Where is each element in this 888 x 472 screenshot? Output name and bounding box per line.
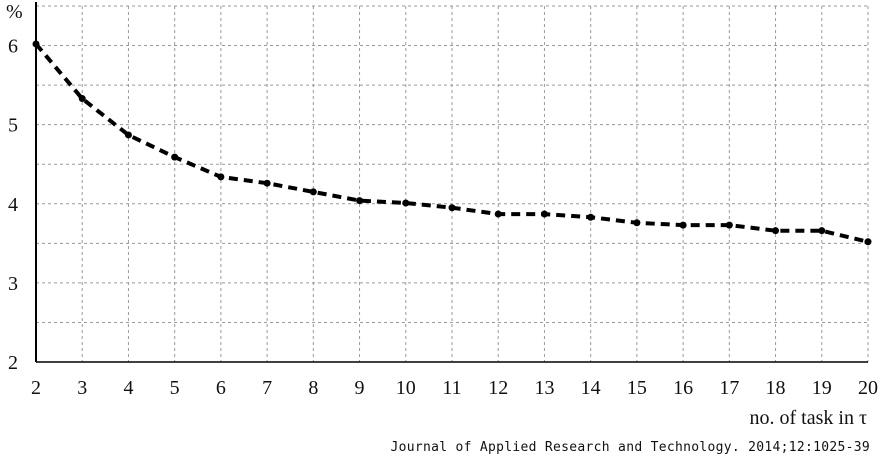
x-tick-label: 17 (719, 377, 739, 399)
x-tick-label: 10 (396, 377, 416, 399)
data-point (124, 131, 132, 139)
x-tick-label: 20 (858, 377, 878, 399)
data-point (402, 199, 410, 207)
axes (35, 2, 868, 363)
x-tick-label: 4 (123, 377, 133, 399)
data-point (263, 179, 271, 187)
x-tick-label: 11 (442, 377, 461, 399)
data-point (356, 197, 364, 205)
x-axis-label: no. of task in τ (750, 407, 867, 429)
x-tick-label: 8 (308, 377, 318, 399)
y-tick-label: 2 (8, 352, 18, 374)
x-tick-label: 18 (766, 377, 786, 399)
source-citation: Journal of Applied Research and Technolo… (390, 440, 870, 455)
data-point (540, 210, 548, 218)
data-point (309, 188, 317, 196)
y-axis-label: % (6, 1, 23, 23)
data-point (587, 213, 595, 221)
x-tick-label: 6 (216, 377, 226, 399)
data-point (171, 153, 179, 161)
data-point (772, 227, 780, 235)
data-point (633, 219, 641, 227)
data-points (32, 40, 872, 246)
x-tick-label: 16 (673, 377, 693, 399)
data-point (864, 238, 872, 246)
y-tick-label: 5 (8, 115, 18, 137)
y-tick-labels: 2 3 4 5 6 (8, 36, 18, 374)
x-tick-label: 5 (170, 377, 180, 399)
data-point (448, 204, 456, 212)
data-point (679, 221, 687, 229)
x-tick-label: 9 (355, 377, 365, 399)
y-tick-label: 3 (8, 273, 18, 295)
x-tick-label: 12 (488, 377, 508, 399)
y-tick-label: 6 (8, 36, 18, 58)
grid-lines (35, 5, 869, 363)
x-tick-label: 7 (262, 377, 272, 399)
x-tick-label: 3 (77, 377, 87, 399)
data-point (32, 40, 40, 48)
x-tick-label: 19 (812, 377, 832, 399)
data-point (217, 173, 225, 181)
data-point (818, 227, 826, 235)
x-tick-label: 14 (581, 377, 601, 399)
x-tick-labels: 2 3 4 5 6 7 8 9 10 11 12 13 14 15 16 17 18 19 20 (31, 377, 878, 399)
data-point (78, 95, 86, 103)
x-tick-label: 15 (627, 377, 647, 399)
x-tick-label: 13 (534, 377, 554, 399)
y-tick-label: 4 (8, 194, 18, 216)
x-tick-label: 2 (31, 377, 41, 399)
data-point (725, 221, 733, 229)
data-point (494, 210, 502, 218)
